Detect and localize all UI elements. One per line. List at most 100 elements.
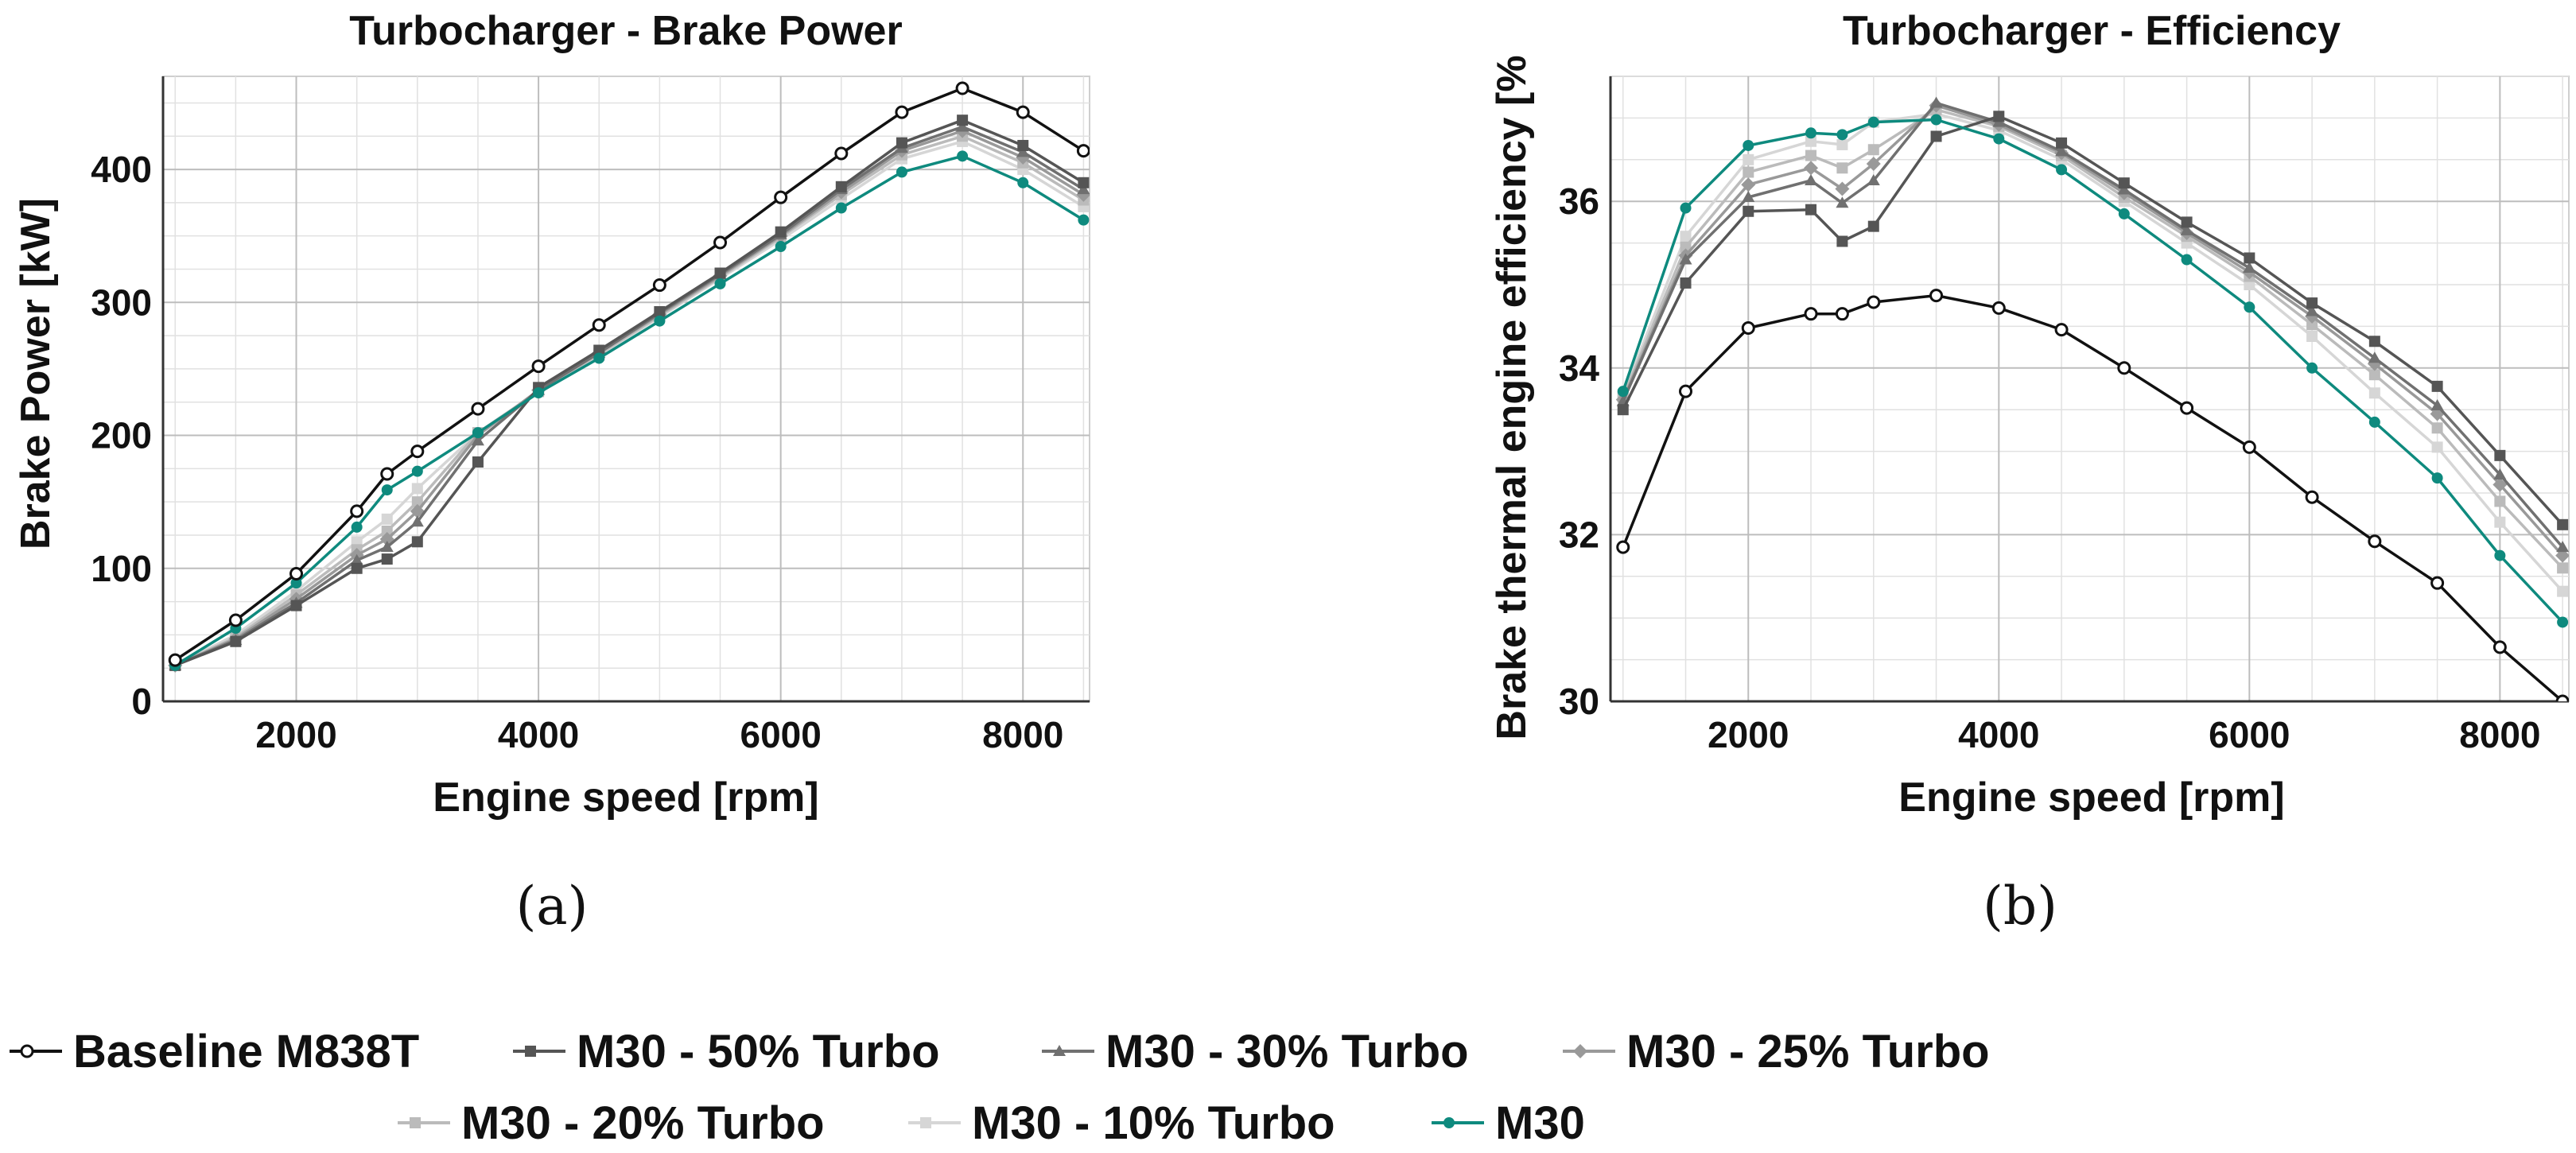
data-point-m30-50-turbo-a	[290, 600, 302, 611]
y-tick-label-b: 36	[1559, 181, 1599, 222]
data-point-m30-a	[472, 427, 484, 439]
data-point-m30-50-turbo-a	[896, 137, 907, 149]
data-point-m30-b	[1680, 202, 1692, 214]
legend-swatch-marker	[1053, 1045, 1066, 1056]
data-point-m30-50-turbo-b	[1617, 404, 1629, 416]
data-point-m30-20-turbo-b	[1805, 149, 1817, 161]
plot-area-a	[161, 76, 1090, 703]
data-point-m30-10-turbo-a	[381, 513, 393, 525]
y-tick-label-a: 200	[91, 415, 152, 456]
data-point-m30-a	[593, 352, 605, 364]
plot-background-a	[162, 76, 1090, 702]
data-point-m30-a	[533, 387, 545, 399]
data-point-baseline-m838t-a	[592, 318, 606, 332]
data-point-m30-50-turbo-b	[2557, 518, 2569, 530]
legend-swatch-marker	[920, 1117, 931, 1128]
data-point-baseline-m838t-b	[1991, 301, 2006, 315]
y-axis-label-b: Brake thermal engine efficiency [%	[1489, 55, 1535, 740]
data-point-m30-30-turbo-a	[410, 515, 424, 527]
data-point-m30-25-turbo-b	[2492, 477, 2508, 492]
data-point-baseline-m838t-b	[2368, 534, 2382, 549]
data-point-m30-10-turbo-b	[2557, 585, 2569, 597]
data-point-m30-50-turbo-a	[714, 267, 726, 279]
series-baseline-m838t-a	[168, 81, 1090, 667]
data-point-m30-10-turbo-b	[2368, 387, 2380, 399]
data-point-m30-b	[2368, 416, 2380, 428]
data-point-m30-a	[411, 465, 423, 477]
x-axis-label-b: Engine speed [rpm]	[1898, 774, 2284, 821]
data-point-m30-30-turbo-b	[2368, 351, 2381, 363]
data-point-m30-50-turbo-b	[1993, 111, 2005, 122]
x-tick-label-b: 2000	[1708, 714, 1789, 755]
data-point-m30-30-turbo-b	[2243, 262, 2256, 274]
legend-swatch-marker	[20, 1044, 34, 1058]
data-point-baseline-m838t-a	[955, 81, 969, 95]
legend-item: M30	[1432, 1097, 1585, 1149]
data-point-baseline-m838t-a	[652, 278, 666, 293]
data-point-m30-50-turbo-a	[775, 226, 787, 238]
chart-legend: Baseline M838T M30 - 50% Turbo M30 - 30% T…	[10, 1026, 1990, 1149]
series-baseline-m838t-b	[1616, 289, 2569, 701]
data-point-baseline-m838t-b	[2180, 401, 2194, 415]
data-point-m30-20-turbo-b	[1867, 144, 1879, 156]
data-point-m30-10-turbo-b	[2431, 441, 2443, 453]
data-point-m30-20-turbo-b	[1836, 162, 1848, 174]
data-point-m30-50-turbo-b	[2494, 449, 2506, 461]
legend-label: M30 - 25% Turbo	[1626, 1026, 1990, 1077]
data-point-m30-b	[1930, 114, 1942, 126]
data-point-m30-20-turbo-b	[2557, 562, 2569, 574]
data-point-m30-a	[1017, 177, 1029, 188]
panel-caption-b: (b)	[1983, 875, 2057, 937]
legend-swatch-marker	[1573, 1044, 1587, 1058]
data-point-baseline-m838t-b	[1616, 540, 1630, 554]
legend-item: M30 - 10% Turbo	[908, 1097, 1335, 1149]
data-point-m30-b	[1836, 129, 1848, 141]
data-point-m30-30-turbo-a	[471, 434, 484, 446]
data-point-baseline-m838t-a	[895, 105, 909, 119]
series-m30-b	[1617, 114, 2569, 628]
data-point-m30-30-turbo-a	[1016, 146, 1030, 157]
data-point-baseline-m838t-b	[1741, 320, 1755, 335]
data-point-m30-50-turbo-a	[1017, 139, 1029, 151]
data-point-m30-25-turbo-b	[1866, 157, 1881, 172]
data-point-baseline-m838t-a	[531, 359, 546, 374]
legend-item: M30 - 30% Turbo	[1042, 1026, 1469, 1077]
data-point-m30-30-turbo-b	[1679, 253, 1692, 265]
data-point-m30-30-turbo-b	[1805, 174, 1818, 185]
x-tick-label-b: 4000	[1958, 714, 2039, 755]
panel-caption-a: (a)	[516, 875, 589, 937]
data-point-m30-50-turbo-b	[1805, 204, 1817, 215]
legend-item: Baseline M838T	[10, 1026, 419, 1077]
data-point-m30-10-turbo-b	[1836, 138, 1848, 150]
data-point-m30-30-turbo-b	[2493, 468, 2507, 479]
data-point-m30-50-turbo-b	[2306, 297, 2318, 309]
data-point-m30-30-turbo-b	[2430, 398, 2444, 410]
data-point-m30-20-turbo-b	[2306, 319, 2318, 331]
data-point-m30-25-turbo-b	[1804, 161, 1819, 176]
y-tick-label-b: 30	[1559, 681, 1599, 722]
data-point-baseline-m838t-b	[1804, 307, 1818, 321]
data-point-m30-10-turbo-b	[1680, 231, 1692, 243]
data-point-m30-30-turbo-b	[1867, 174, 1880, 185]
data-point-m30-b	[1867, 116, 1879, 128]
data-point-m30-30-turbo-a	[956, 120, 969, 132]
data-point-baseline-m838t-a	[471, 402, 485, 416]
data-point-m30-a	[290, 577, 302, 589]
legend-swatch-marker	[410, 1117, 421, 1128]
x-tick-label-a: 8000	[982, 714, 1063, 755]
data-point-m30-b	[2557, 616, 2569, 628]
y-tick-label-a: 100	[91, 548, 152, 589]
data-point-m30-50-turbo-b	[2056, 137, 2068, 149]
data-point-baseline-m838t-a	[834, 146, 849, 161]
data-point-m30-b	[2181, 254, 2193, 266]
y-tick-label-b: 34	[1559, 347, 1600, 389]
data-point-m30-25-turbo-b	[1835, 181, 1850, 196]
x-tick-label-a: 6000	[740, 714, 821, 755]
data-point-m30-10-turbo-b	[1805, 135, 1817, 147]
data-point-m30-b	[2118, 208, 2130, 219]
data-point-m30-30-turbo-b	[1742, 190, 1755, 202]
chart-panel-a: Turbocharger - Brake Power Brake Power […	[13, 8, 1090, 937]
x-axis-label-a: Engine speed [rpm]	[433, 774, 818, 821]
data-point-m30-b	[2056, 164, 2068, 176]
